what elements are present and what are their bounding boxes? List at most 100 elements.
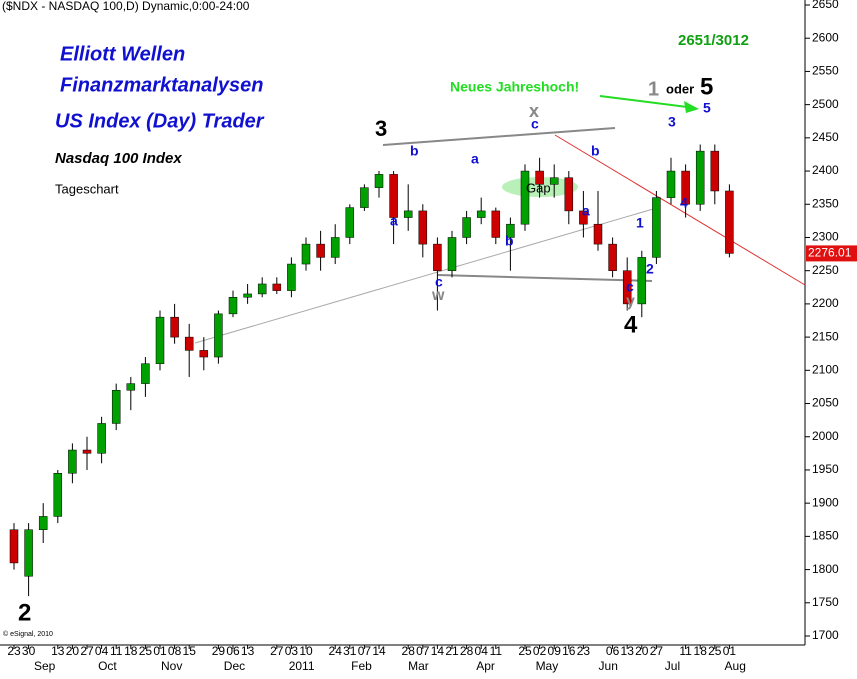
month-label: Jun [599, 659, 618, 673]
x-tick-label: 27 [270, 644, 284, 658]
x-tick-label: 04 [95, 644, 109, 658]
y-tick-label: 1800 [812, 562, 839, 576]
x-tick-label: 25 [139, 644, 153, 658]
y-tick-label: 2600 [812, 30, 839, 44]
y-tick-label: 2500 [812, 97, 839, 111]
x-tick-label: 03 [285, 644, 299, 658]
candle-body [710, 150, 720, 192]
trend-line [554, 134, 806, 286]
x-tick-label: 25 [518, 644, 532, 658]
trend-line [437, 274, 653, 282]
annotation: Tageschart [55, 181, 119, 196]
candle-body [301, 243, 311, 265]
candle-body [608, 243, 617, 271]
x-tick-label: 21 [445, 644, 459, 658]
last-price-label: 2276.01 [808, 246, 852, 260]
candle-body [564, 177, 574, 212]
candle-body [316, 243, 325, 258]
annotation: 1 [648, 78, 659, 100]
y-tick-label: 2400 [812, 163, 839, 177]
month-label: Aug [725, 659, 746, 673]
y-tick-label: 2350 [812, 196, 839, 210]
y-tick-label: 1750 [812, 595, 839, 609]
y-tick-label: 2050 [812, 396, 839, 410]
annotation: Elliott Wellen [60, 43, 185, 65]
annotation: US Index (Day) Trader [55, 110, 265, 132]
x-tick-label: 20 [635, 644, 649, 658]
y-tick-label: 2150 [812, 329, 839, 343]
candle-body [433, 243, 442, 271]
candle-body [622, 270, 632, 305]
x-tick-label: 11 [110, 644, 123, 658]
y-tick-label: 2100 [812, 362, 839, 376]
candle-body [593, 223, 603, 245]
y-tick-label: 2650 [812, 0, 839, 11]
annotation: 5 [703, 100, 711, 116]
month-label: Dec [224, 659, 245, 673]
candle-body [9, 529, 19, 564]
candle-body [257, 283, 267, 295]
candle-body [549, 177, 559, 185]
annotation: 2651/3012 [678, 32, 749, 49]
annotation: b [410, 143, 419, 159]
candle-body [462, 217, 471, 238]
annotation: 3 [375, 116, 387, 141]
y-tick-label: 1950 [812, 462, 839, 476]
x-tick-label: 23 [577, 644, 591, 658]
x-tick-label: 30 [22, 644, 36, 658]
candle-body [535, 170, 544, 185]
x-tick-label: 15 [183, 644, 197, 658]
month-label: Feb [351, 659, 372, 673]
annotation: © eSignal, 2010 [3, 630, 53, 638]
candle-body [141, 363, 150, 384]
candle-body [403, 210, 413, 218]
x-tick-label: 11 [490, 644, 503, 658]
x-tick-label: 13 [621, 644, 635, 658]
candle-body [243, 293, 252, 298]
x-tick-label: 27 [80, 644, 94, 658]
candle-body [360, 187, 369, 208]
x-tick-label: 18 [124, 644, 138, 658]
arrow [599, 95, 696, 109]
x-tick-label: 07 [358, 644, 372, 658]
candle-body [82, 449, 92, 454]
annotation: y [626, 293, 635, 310]
candle-body [666, 170, 676, 198]
month-label: Oct [98, 659, 117, 673]
month-label: May [536, 659, 559, 673]
candle-body [520, 170, 530, 225]
trend-line [194, 206, 661, 344]
x-tick-label: 13 [241, 644, 255, 658]
x-tick-label: 29 [212, 644, 226, 658]
annotation: Neues Jahreshoch! [450, 79, 579, 95]
annotation: 4 [680, 195, 688, 211]
y-tick-label: 1700 [812, 628, 839, 642]
x-tick-label: 11 [679, 644, 692, 658]
month-label: Apr [476, 659, 495, 673]
annotation: 1 [636, 215, 644, 231]
annotation: 3 [668, 114, 676, 130]
month-label: Sep [34, 659, 56, 673]
annotation: a [390, 213, 398, 229]
x-tick-label: 08 [168, 644, 182, 658]
x-tick-label: 06 [226, 644, 240, 658]
candle-body [287, 263, 296, 291]
candle-body [476, 210, 486, 218]
x-tick-label: 16 [562, 644, 576, 658]
y-tick-label: 2000 [812, 429, 839, 443]
candle-body [418, 210, 428, 245]
annotation: b [591, 143, 600, 159]
annotation: Gap [526, 180, 551, 195]
candle-body [345, 207, 355, 238]
x-tick-label: 24 [329, 644, 343, 658]
x-tick-label: 13 [51, 644, 65, 658]
y-tick-label: 2550 [812, 64, 839, 78]
candle-body [695, 150, 705, 205]
candle-body [97, 423, 106, 454]
candle-body [272, 283, 282, 291]
annotation: oder [666, 81, 694, 96]
candle-body [111, 389, 121, 424]
annotation: c [626, 279, 634, 295]
